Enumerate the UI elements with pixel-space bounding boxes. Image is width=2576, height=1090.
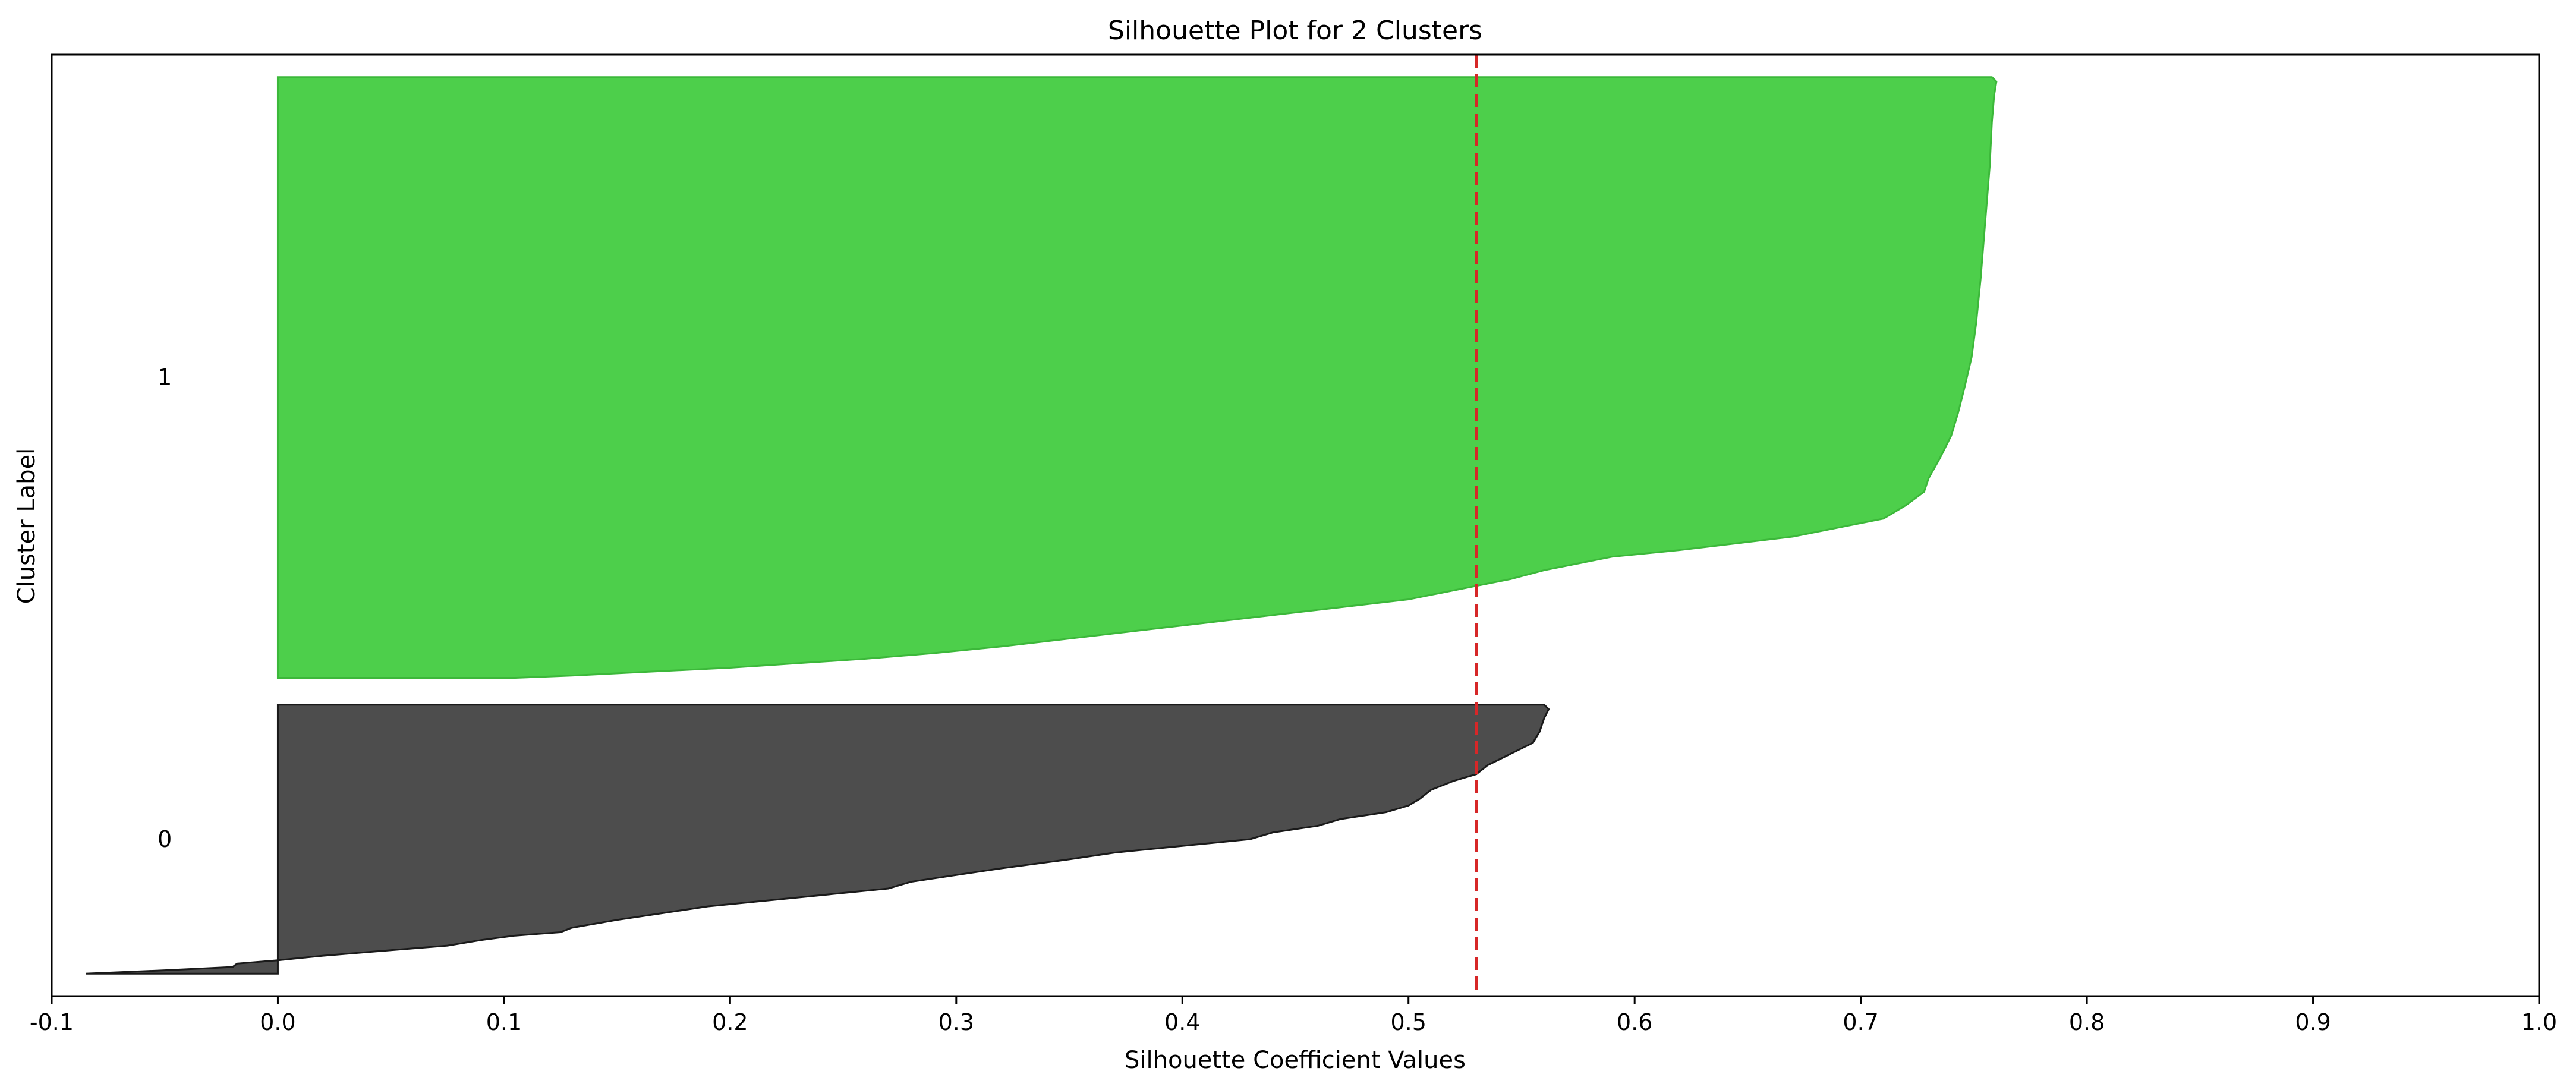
x-tick-label: 0.1 <box>486 1009 522 1035</box>
x-tick-label: 0.8 <box>2069 1009 2105 1035</box>
x-tick-label: 1.0 <box>2521 1009 2557 1035</box>
x-tick-label: 0.2 <box>712 1009 748 1035</box>
cluster-1-silhouette <box>276 76 1998 679</box>
x-tick-label: 0.3 <box>939 1009 974 1035</box>
x-tick-label: 0.9 <box>2295 1009 2331 1035</box>
x-axis-label: Silhouette Coefficient Values <box>1125 1047 1466 1074</box>
cluster-label-1: 1 <box>158 364 172 390</box>
chart-title: Silhouette Plot for 2 Clusters <box>1108 15 1482 46</box>
x-tick-label: 0.4 <box>1164 1009 1200 1035</box>
x-axis-ticks: -0.1 0.0 0.1 0.2 0.3 0.4 0.5 0.6 0.7 0.8 0.9 1.0 <box>30 996 2557 1035</box>
plot-area: 01 <box>86 55 1998 996</box>
y-axis-label: Cluster Label <box>13 448 40 604</box>
x-tick-label: -0.1 <box>30 1009 74 1035</box>
x-tick-label: 0.0 <box>260 1009 295 1035</box>
x-tick-label: 0.5 <box>1391 1009 1426 1035</box>
plot-frame <box>51 53 2540 997</box>
cluster-label-0: 0 <box>158 826 172 852</box>
cluster-0-silhouette <box>86 704 1550 975</box>
x-tick-label: 0.6 <box>1617 1009 1652 1035</box>
x-tick-label: 0.7 <box>1843 1009 1878 1035</box>
